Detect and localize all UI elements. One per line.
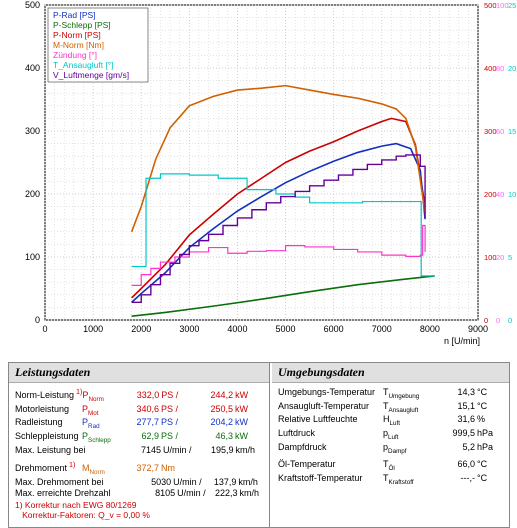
footnote: 1) Korrektur nach EWG 80/1269 Korrektur-… [15, 501, 263, 521]
svg-text:20: 20 [496, 253, 504, 262]
svg-text:200: 200 [484, 190, 497, 199]
perf-row: Max. erreichte Drehzahl8105U/min /222,3k… [15, 488, 263, 499]
svg-text:7000: 7000 [372, 324, 392, 334]
svg-text:V_Luftmenge [gm/s]: V_Luftmenge [gm/s] [53, 70, 129, 80]
env-row: Kraftstoff-TemperaturTKraftstoff---,-°C [278, 473, 503, 487]
svg-text:P-Rad [PS]: P-Rad [PS] [53, 10, 96, 20]
env-row: Relative LuftfeuchteHLuft31,6% [278, 414, 503, 428]
env-row: Umgebungs-TemperaturTUmgebung14,3°C [278, 387, 503, 401]
data-tables: Leistungsdaten Norm-Leistung 1)PNorm332,… [8, 362, 510, 528]
svg-text:3000: 3000 [179, 324, 199, 334]
svg-text:500: 500 [25, 0, 40, 10]
perf-row: RadleistungPRad277,7PS /204,2kW [15, 417, 263, 431]
svg-text:100: 100 [496, 1, 509, 10]
env-row: Öl-TemperaturTÖl66,0°C [278, 459, 503, 473]
perf-row: Max. Leistung bei7145U/min /195,9km/h [15, 445, 263, 456]
svg-text:n [U/min]: n [U/min] [444, 336, 480, 346]
svg-text:300: 300 [484, 127, 497, 136]
chart-svg: 0100020003000400050006000700080009000010… [0, 0, 517, 360]
svg-text:0: 0 [35, 315, 40, 325]
dyno-chart: 0100020003000400050006000700080009000010… [0, 0, 517, 360]
leistungsdaten-panel: Leistungsdaten Norm-Leistung 1)PNorm332,… [9, 363, 270, 527]
perf-row: SchleppleistungPSchlepp62,9PS /46,3kW [15, 431, 263, 445]
umgebungsdaten-title: Umgebungsdaten [272, 363, 509, 383]
svg-text:100: 100 [25, 252, 40, 262]
svg-text:80: 80 [496, 64, 504, 73]
svg-text:2000: 2000 [131, 324, 151, 334]
svg-text:400: 400 [484, 64, 497, 73]
svg-text:P-Norm [PS]: P-Norm [PS] [53, 30, 101, 40]
svg-text:9000: 9000 [468, 324, 488, 334]
svg-text:40: 40 [496, 190, 504, 199]
env-row: DampfdruckpDampf5,2hPa [278, 442, 503, 456]
root: 0100020003000400050006000700080009000010… [0, 0, 517, 505]
svg-text:M-Norm [Nm]: M-Norm [Nm] [53, 40, 104, 50]
env-row: Ansaugluft-TemperaturTAnsaugluft15,1°C [278, 401, 503, 415]
perf-row: Norm-Leistung 1)PNorm332,0PS /244,2kW [15, 387, 263, 404]
svg-text:5: 5 [508, 253, 512, 262]
umgebungsdaten-body: Umgebungs-TemperaturTUmgebung14,3°CAnsau… [272, 383, 509, 493]
umgebungsdaten-panel: Umgebungsdaten Umgebungs-TemperaturTUmge… [272, 363, 509, 527]
svg-text:Zündung [°]: Zündung [°] [53, 50, 97, 60]
perf-row: MotorleistungPMot340,6PS /250,5kW [15, 404, 263, 418]
perf-row: Drehmoment 1)MNorm372,7Nm [15, 460, 263, 477]
svg-text:400: 400 [25, 63, 40, 73]
svg-text:0: 0 [496, 316, 500, 325]
env-row: LuftdruckpLuft999,5hPa [278, 428, 503, 442]
svg-text:100: 100 [484, 253, 497, 262]
svg-text:20: 20 [508, 64, 516, 73]
svg-text:1000: 1000 [83, 324, 103, 334]
svg-text:300: 300 [25, 126, 40, 136]
svg-text:P-Schlepp [PS]: P-Schlepp [PS] [53, 20, 111, 30]
svg-text:0: 0 [42, 324, 47, 334]
svg-text:T_Ansaugluft [°]: T_Ansaugluft [°] [53, 60, 114, 70]
svg-text:0: 0 [484, 316, 488, 325]
svg-text:15: 15 [508, 127, 516, 136]
leistungsdaten-body: Norm-Leistung 1)PNorm332,0PS /244,2kWMot… [9, 383, 269, 527]
svg-text:0: 0 [508, 316, 512, 325]
svg-text:200: 200 [25, 189, 40, 199]
svg-text:500: 500 [484, 1, 497, 10]
svg-text:10: 10 [508, 190, 516, 199]
svg-text:60: 60 [496, 127, 504, 136]
svg-text:6000: 6000 [324, 324, 344, 334]
svg-text:5000: 5000 [276, 324, 296, 334]
leistungsdaten-title: Leistungsdaten [9, 363, 269, 383]
svg-text:4000: 4000 [227, 324, 247, 334]
perf-row: Max. Drehmoment bei5030U/min /137,9km/h [15, 477, 263, 488]
svg-text:8000: 8000 [420, 324, 440, 334]
svg-text:25: 25 [508, 1, 516, 10]
